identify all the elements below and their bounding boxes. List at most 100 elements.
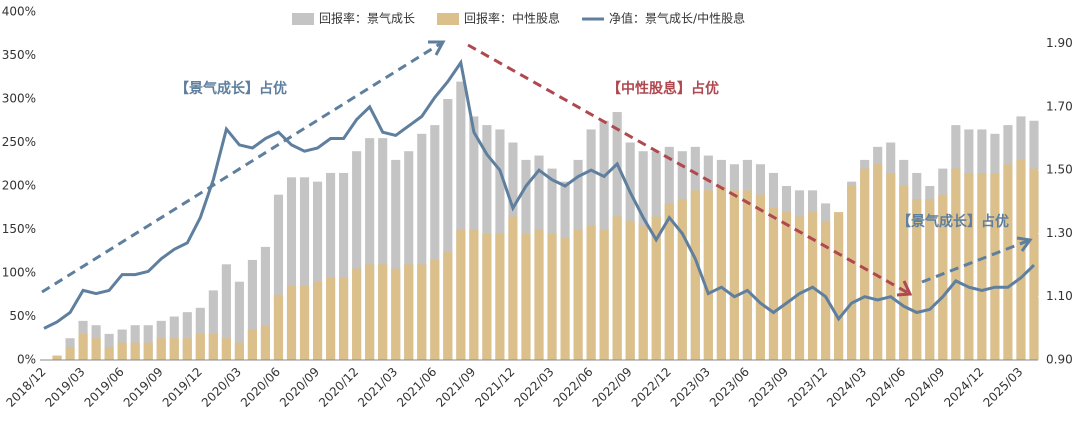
bar xyxy=(378,138,388,360)
bar xyxy=(1003,164,1013,360)
x-tick-label: 2019/09 xyxy=(121,365,166,410)
x-tick-label: 2019/03 xyxy=(43,365,88,410)
y2-tick-label: 1.50 xyxy=(1046,163,1073,177)
bar xyxy=(834,212,844,360)
legend-swatch xyxy=(292,13,314,25)
y2-tick-label: 1.90 xyxy=(1046,36,1073,50)
x-tick-label: 2019/06 xyxy=(82,365,127,410)
bar xyxy=(326,172,336,360)
x-tick-label: 2023/09 xyxy=(746,365,791,410)
legend-item: 回报率：中性股息 xyxy=(437,11,560,26)
bar xyxy=(430,259,440,360)
annotation: 【中性股息】占优 xyxy=(607,80,719,97)
annotation: 【景气成长】占优 xyxy=(175,80,287,97)
bar xyxy=(247,329,257,360)
x-tick-label: 2021/12 xyxy=(472,365,517,410)
y-tick-label: 100% xyxy=(2,266,36,280)
bar xyxy=(886,172,896,360)
trend-arrow xyxy=(921,238,1031,284)
bar xyxy=(417,133,427,360)
bar xyxy=(1016,159,1026,360)
bar xyxy=(794,216,805,360)
bar xyxy=(234,281,244,360)
bar xyxy=(560,238,570,360)
bar xyxy=(65,346,75,360)
bar xyxy=(690,190,700,360)
bar xyxy=(312,281,323,360)
bar xyxy=(339,172,349,360)
bar xyxy=(651,216,661,360)
arrow-head xyxy=(896,280,913,297)
bar xyxy=(299,177,310,360)
plot: 0% 50% 100% 150% 200% 250% 300% 350% 400% 0.90 1.1… xyxy=(2,5,1073,410)
y2-tick-label: 0.90 xyxy=(1046,353,1073,367)
x-tick-label: 2024/09 xyxy=(902,365,947,410)
y-tick-label: 0% xyxy=(17,353,36,367)
bar xyxy=(91,338,101,360)
bar xyxy=(404,151,414,360)
bar xyxy=(768,207,779,360)
bar xyxy=(417,264,427,360)
bar xyxy=(742,190,752,360)
bar xyxy=(456,229,466,360)
bar xyxy=(625,220,635,360)
bar xyxy=(378,264,388,360)
y2-tick-label: 1.10 xyxy=(1046,289,1073,303)
x-tick-label: 2025/03 xyxy=(980,365,1025,410)
bar xyxy=(443,251,453,360)
bar xyxy=(234,342,244,360)
bar xyxy=(638,225,648,360)
legend-label: 回报率：中性股息 xyxy=(464,11,560,26)
bar xyxy=(729,190,739,360)
bar xyxy=(534,229,544,360)
x-tick-label: 2020/09 xyxy=(277,365,322,410)
legend-label: 回报率：景气成长 xyxy=(319,11,415,26)
legend-item: 回报率：景气成长 xyxy=(292,11,415,26)
bar xyxy=(391,268,401,360)
bar xyxy=(273,294,284,360)
bar xyxy=(404,264,414,360)
bar xyxy=(443,99,453,360)
bar xyxy=(117,342,127,360)
annotation: 【景气成长】占优 xyxy=(897,213,1009,230)
x-tick-label: 2019/12 xyxy=(160,365,205,410)
y-tick-label: 150% xyxy=(2,222,36,236)
bar xyxy=(260,246,271,360)
bar xyxy=(495,233,505,360)
trend-arrow xyxy=(41,40,444,294)
y2-tick-label: 1.30 xyxy=(1046,226,1073,240)
bar xyxy=(182,338,192,360)
bar xyxy=(365,138,375,360)
bar xyxy=(312,181,323,360)
x-tick-label: 2022/06 xyxy=(551,365,596,410)
legend-swatch xyxy=(437,13,460,25)
bar xyxy=(208,290,218,360)
line xyxy=(43,58,1036,330)
bar xyxy=(951,168,961,360)
bar xyxy=(599,229,609,360)
bar xyxy=(612,216,622,360)
arrow-head xyxy=(428,40,446,56)
x-tick-label: 2022/12 xyxy=(629,365,674,410)
bar xyxy=(703,190,713,360)
bar xyxy=(781,212,792,360)
y-tick-label: 200% xyxy=(2,179,36,193)
bar xyxy=(286,177,297,360)
bar xyxy=(195,333,205,360)
bar xyxy=(169,338,179,360)
bar xyxy=(938,194,948,360)
trend-arrow xyxy=(467,43,911,296)
bar xyxy=(716,186,726,360)
y-tick-label: 250% xyxy=(2,135,36,149)
bar xyxy=(156,338,166,360)
bar xyxy=(847,186,857,360)
bar xyxy=(964,172,974,360)
bar xyxy=(182,312,192,360)
bar xyxy=(912,199,922,360)
bar xyxy=(391,159,401,360)
x-tick-label: 2021/09 xyxy=(433,365,478,410)
y2-tick-label: 1.70 xyxy=(1046,99,1073,113)
bar xyxy=(365,264,375,360)
bar xyxy=(247,259,257,360)
